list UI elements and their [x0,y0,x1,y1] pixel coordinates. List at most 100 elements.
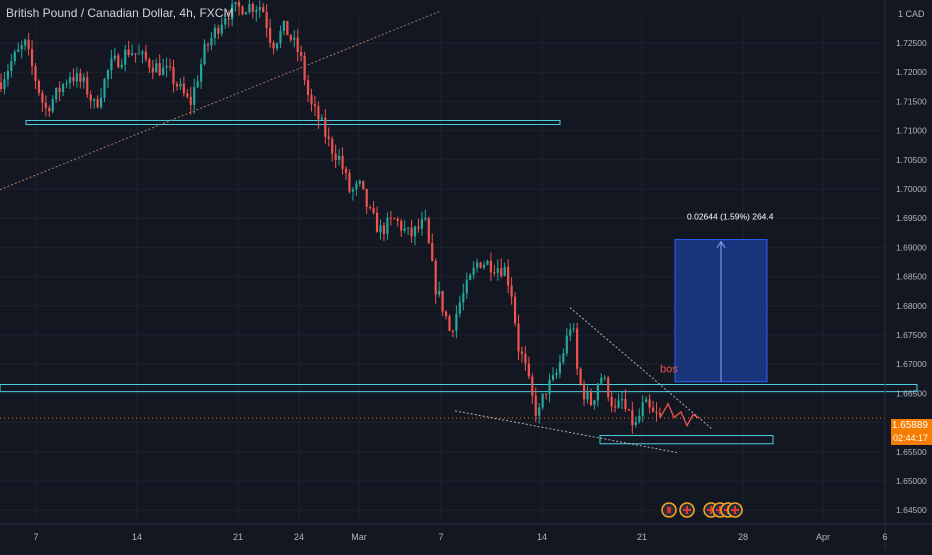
time-tick-label: Mar [351,532,367,542]
candle-body [148,59,151,68]
candle-body [589,392,593,405]
candle-body [513,296,517,324]
candle-body [255,9,258,12]
measure-label: 0.02644 (1.59%) 264.4 [687,212,774,222]
time-tick-label: 28 [738,532,748,542]
candle-body [182,83,185,94]
projection-path [659,402,700,428]
candle-body [58,87,61,93]
candle-body [393,218,396,220]
candle-body [593,400,596,405]
descending-resistance [569,307,713,430]
candle-body [158,63,161,76]
candle-body [451,330,455,332]
candle-body [279,31,282,44]
candle-body [131,53,134,56]
candle-body [538,407,541,416]
candle-body [10,61,13,71]
candle-body [579,368,582,384]
candle-body [165,66,168,68]
price-tick-label: 1.67000 [896,359,927,369]
price-tick-label: 1.65500 [896,447,927,457]
candle-body [303,55,306,81]
candle-body [317,106,320,120]
candle-body [269,28,272,43]
candle-body [603,377,606,379]
lower-support [454,410,678,454]
candle-body [234,2,237,5]
candle-body [265,12,268,29]
candle-body [44,102,47,108]
candle-body [576,328,579,369]
candle-body [72,77,75,82]
supply-demand-zones [0,119,918,445]
candle-body [645,399,648,403]
time-tick-label: 14 [132,532,142,542]
time-tick-label: 21 [233,532,243,542]
candle-body [162,67,165,76]
candle-body [379,225,382,233]
candle-body [569,329,572,336]
candle-body [441,291,444,312]
candle-body [541,393,544,408]
candle-body [110,58,113,71]
candle-body [3,79,6,90]
candle-body [572,328,575,330]
candle-body [476,262,479,268]
candle-body [465,279,468,294]
time-axis: 7 14 21 24 Mar 7 14 21 28 Apr 6 [0,523,932,542]
price-tick-label: 1.71500 [896,96,927,106]
candle-body [6,70,9,80]
candle-body [614,406,617,408]
candle-body [448,316,451,331]
price-tick-label: 1.68500 [896,272,927,282]
candle-body [313,104,317,107]
candle-body [79,73,82,82]
candle-body [420,219,423,229]
candle-body [282,20,285,32]
chart-grid [0,14,886,522]
candle-body [193,87,196,105]
candle-body [348,173,351,192]
candle-body [17,49,20,52]
candle-body [134,53,137,55]
candle-body [651,407,655,412]
candle-body [65,82,68,85]
candle-body [641,402,644,417]
candle-body [531,376,534,396]
candle-body [68,77,72,83]
candle-body [527,363,530,377]
candle-body [206,43,210,46]
candle-body [172,66,175,84]
candle-body [13,51,16,62]
candle-body [351,189,354,192]
event-icons [661,502,743,518]
candle-body [262,7,265,13]
candle-body [30,49,34,67]
candle-body [424,218,427,220]
time-tick-label: Apr [816,532,830,542]
candle-body [344,168,348,174]
candle-body [213,27,216,38]
candle-body [472,267,475,275]
candle-body [517,323,520,352]
price-tick-label: 1.64500 [896,505,927,515]
candle-body [0,82,3,90]
price-tick-label: 1.71000 [896,126,927,136]
candle-body [338,155,341,161]
candle-body [296,37,299,52]
candle-body [175,83,179,87]
candle-body [372,208,375,213]
time-tick-label: 14 [537,532,547,542]
candle-body [124,49,127,65]
projected-price-path [659,402,700,428]
candle-body [41,92,44,103]
candle-body [600,377,603,384]
price-tick-label: 1.70000 [896,184,927,194]
candle-body [617,400,620,408]
candle-body [75,73,78,82]
candle-body [310,95,313,105]
chart-title: British Pound / Canadian Dollar, 4h, FXC… [6,6,234,20]
